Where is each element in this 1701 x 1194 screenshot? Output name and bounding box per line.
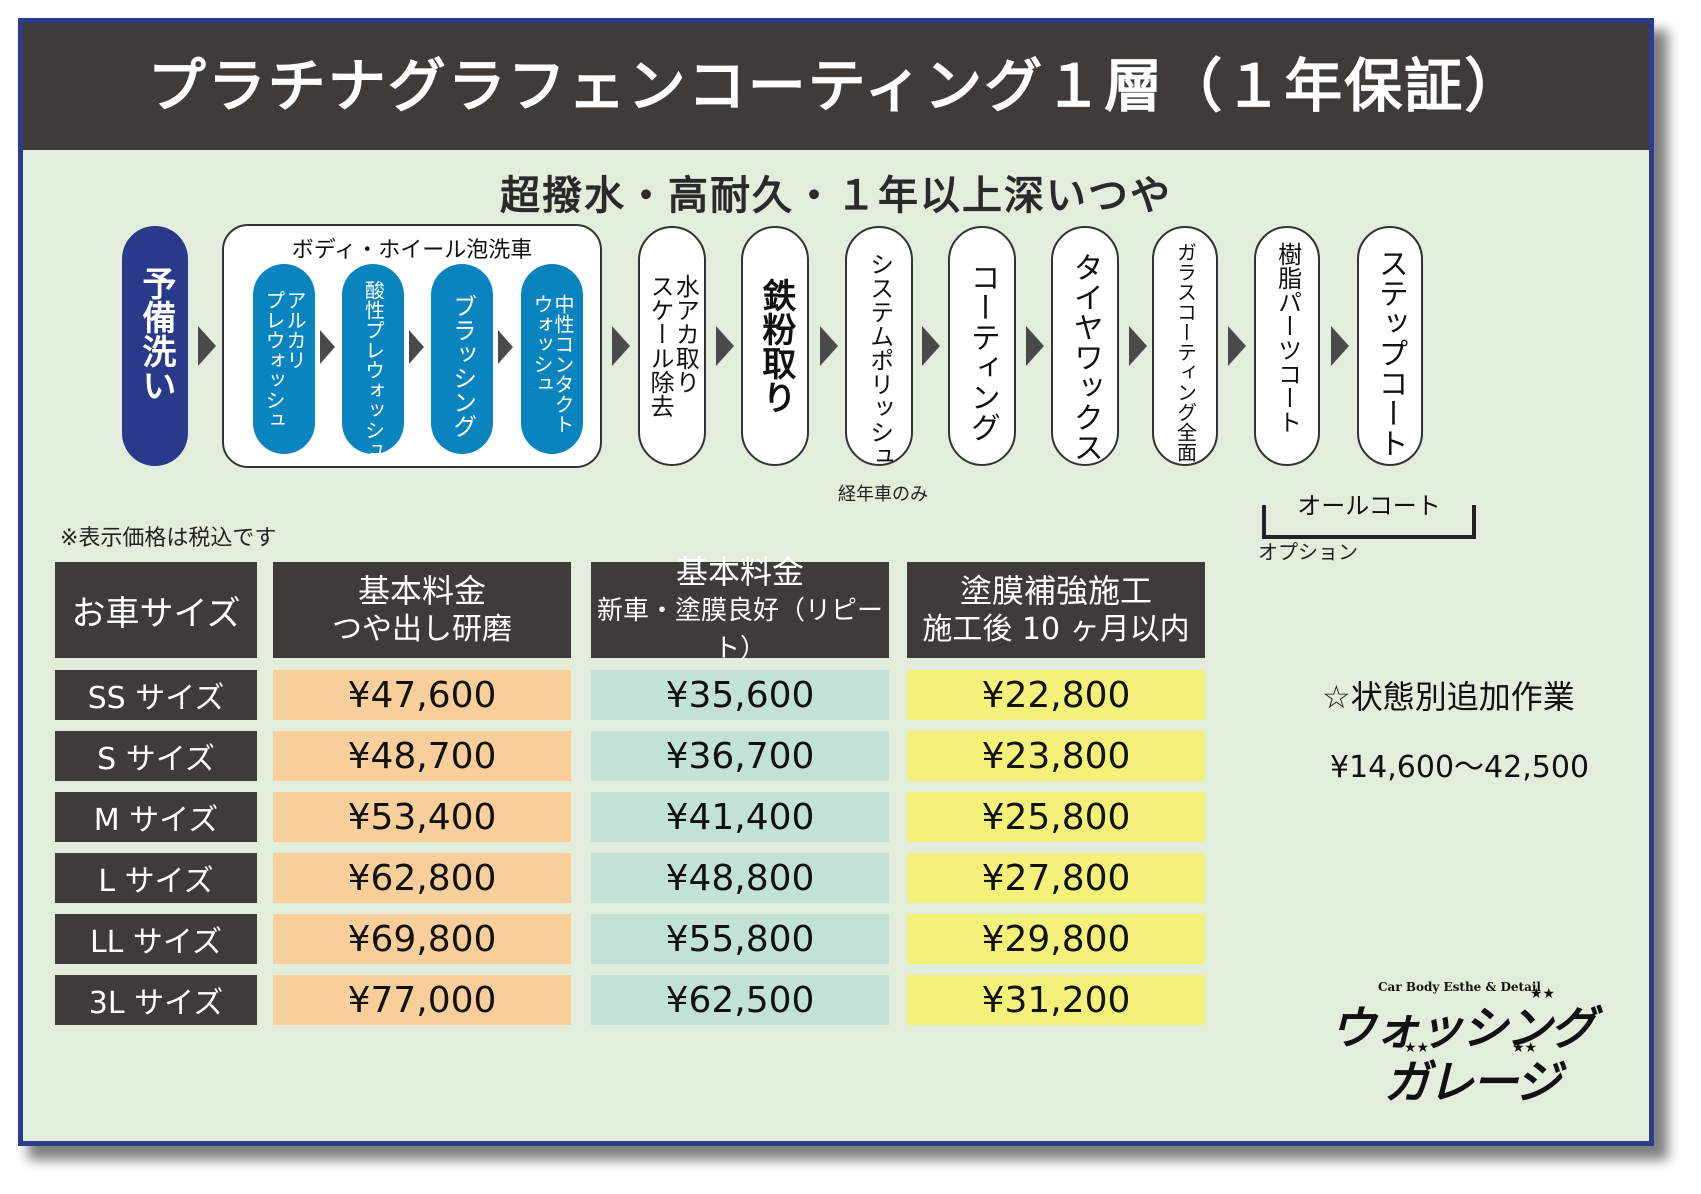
price-cell: ¥27,800 [907,853,1205,903]
step-iron-removal: 鉄粉取り [741,226,809,466]
size-cell: 3L サイズ [55,975,257,1025]
option-bracket [1262,505,1476,539]
size-cell: S サイズ [55,731,257,781]
step-water-stain-label: 水アカ取り スケール除去 [646,274,700,418]
price-cell: ¥62,800 [273,853,571,903]
size-column-header: お車サイズ [55,562,257,658]
arrow-icon [320,330,335,364]
size-cell: L サイズ [55,853,257,903]
step-tire-wax-label: タイヤワックス [1067,252,1103,462]
column-header-polish: 基本料金 つや出し研磨 [273,562,571,658]
subtitle: 超撥水・高耐久・１年以上深いつや [500,173,1172,219]
step-alkali-prewash: アルカリ プレウォッシュ [253,264,315,454]
price-cell: ¥35,600 [591,670,889,720]
arrow-icon [1228,326,1246,366]
price-cell: ¥77,000 [273,975,571,1025]
foam-wash-label: ボディ・ホイール泡洗車 [291,238,533,263]
column-header-reinforce: 塗膜補強施工 施工後 10 ヶ月以内 [907,562,1205,658]
price-cell: ¥53,400 [273,792,571,842]
star-icon: ★★ [1404,1040,1430,1056]
header-line: つや出し研磨 [332,612,512,647]
price-cell: ¥22,800 [907,670,1205,720]
step-glass-coating-label: ガラスコーティング全面 [1173,242,1198,462]
price-cell: ¥55,800 [591,914,889,964]
step-resin-coat: 樹脂パーツコート [1254,226,1320,466]
aged-only-note: 経年車のみ [838,484,928,505]
arrow-icon [820,326,838,366]
header-line: 塗膜補強施工 [959,572,1152,610]
step-alkali-prewash-label: アルカリ プレウォッシュ [262,290,307,430]
header-line: 基本料金 [357,572,486,610]
star-icon: ★★ [1530,986,1556,1002]
price-cell: ¥48,700 [273,731,571,781]
step-system-polish: システムポリッシュ [845,226,913,468]
page-title: プラチナグラフェンコーティング１層（１年保証） [23,23,1649,150]
size-cell: LL サイズ [55,914,257,964]
step-system-polish-label: システムポリッシュ [865,252,894,468]
step-pre-wash-label: 予備洗い [135,266,176,402]
arrow-icon [409,330,424,364]
size-cell: SS サイズ [55,670,257,720]
step-water-stain: 水アカ取り スケール除去 [638,226,706,466]
step-acid-prewash-label: 酸性プレウォッシュ [361,280,386,460]
price-cell: ¥23,800 [907,731,1205,781]
arrow-icon [922,326,940,366]
extra-work-title: ☆状態別追加作業 [1322,678,1575,716]
step-brushing: ブラッシング [431,264,493,454]
step-contact-wash-label: 中性コンタクト ウォッシュ [530,294,575,434]
arrow-icon [1129,326,1147,366]
arrow-icon [198,326,216,366]
column-header-repeat: 基本料金 新車・塗膜良好（リピート） [591,553,889,664]
header-line: 新車・塗膜良好（リピート） [596,596,883,664]
step-acid-prewash: 酸性プレウォッシュ [342,264,404,460]
price-cell: ¥25,800 [907,792,1205,842]
step-contact-wash: 中性コンタクト ウォッシュ [521,264,583,454]
step-iron-removal-label: 鉄粉取り [755,278,796,414]
size-cell: M サイズ [55,792,257,842]
header-line: 施工後 10 ヶ月以内 [922,612,1190,647]
extra-work-price: ¥14,600〜42,500 [1330,750,1590,785]
option-note: オプション [1258,540,1358,564]
step-resin-coat-label: 樹脂パーツコート [1273,242,1302,434]
price-cell: ¥41,400 [591,792,889,842]
price-cell: ¥36,700 [591,731,889,781]
price-cell: ¥31,200 [907,975,1205,1025]
all-coat-label: オールコート [1262,486,1476,521]
arrow-icon [716,326,734,366]
all-coat-text: オールコート [1289,492,1449,520]
step-glass-coating: ガラスコーティング全面 [1152,226,1218,466]
arrow-icon [498,330,513,364]
step-tire-wax: タイヤワックス [1051,226,1119,466]
step-brushing-label: ブラッシング [448,294,477,438]
arrow-icon [612,326,630,366]
step-coating-label: コーティング [964,262,1000,442]
logo-tagline: Car Body Esthe & Detail [1378,980,1541,994]
step-pre-wash: 予備洗い [122,226,188,466]
arrow-icon [1331,326,1349,366]
logo-line-1: ウォッシング [1330,1001,1596,1055]
arrow-icon [1026,326,1044,366]
price-cell: ¥62,500 [591,975,889,1025]
price-cell: ¥69,800 [273,914,571,964]
price-cell: ¥48,800 [591,853,889,903]
logo-line-2: ガレージ [1384,1055,1561,1109]
price-cell: ¥47,600 [273,670,571,720]
star-icon: ★★ [1512,1040,1538,1056]
header-line: 基本料金 [675,553,804,591]
tax-note: ※表示価格は税込です [60,526,277,551]
price-cell: ¥29,800 [907,914,1205,964]
step-step-coat: ステップコート [1357,226,1423,466]
step-coating: コーティング [948,226,1016,466]
step-step-coat-label: ステップコート [1372,248,1408,458]
